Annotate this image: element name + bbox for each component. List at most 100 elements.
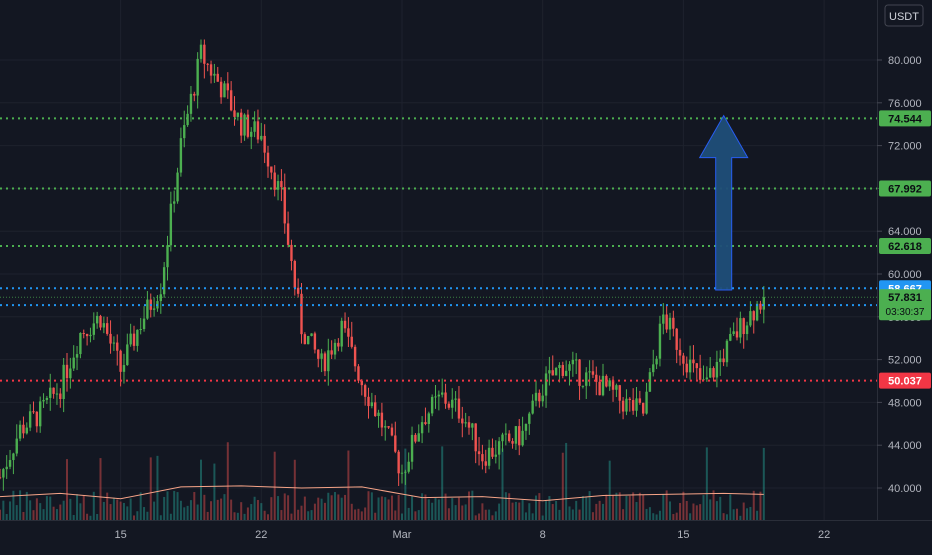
volume-bar (176, 492, 179, 520)
candle-body (82, 333, 85, 335)
candle-body (410, 434, 414, 462)
volume-bar (491, 515, 494, 520)
candle-body (307, 336, 310, 345)
candle-body (688, 359, 692, 373)
candle-body (162, 267, 166, 295)
volume-bar (230, 499, 233, 520)
candle-body (377, 412, 380, 417)
volume-bar (193, 492, 196, 520)
candle-body (665, 314, 668, 330)
volume-bar (45, 496, 48, 520)
candle-body (394, 435, 397, 452)
candle-body (591, 371, 595, 375)
volume-bar (253, 496, 256, 520)
candle-body (668, 317, 672, 330)
candle-body (139, 329, 142, 331)
volume-bar (427, 499, 430, 520)
volume-bar (122, 502, 125, 520)
volume-bar (431, 502, 434, 520)
candle-body (595, 374, 598, 382)
candle-body (481, 454, 484, 462)
candle-body (608, 380, 611, 387)
candle-body (189, 93, 193, 114)
volume-bar (628, 495, 631, 520)
candle-body (414, 434, 417, 442)
volume-bars (0, 442, 765, 520)
candle-body (745, 325, 749, 335)
volume-bar (437, 499, 440, 520)
candle-body (367, 396, 370, 407)
volume-bar (159, 515, 162, 520)
candle-body (568, 364, 571, 371)
candle-body (615, 385, 618, 390)
volume-bar (19, 490, 22, 520)
volume-bar (662, 494, 665, 520)
volume-bar (655, 514, 658, 520)
countdown-text: 03:30:37 (886, 307, 925, 318)
candle-body (497, 441, 501, 455)
volume-bar (682, 491, 685, 520)
candle-body (142, 318, 146, 330)
volume-bar (370, 492, 373, 520)
candle-body (571, 359, 575, 365)
volume-bar (484, 509, 487, 520)
volume-bar (220, 498, 223, 520)
volume-bar (367, 491, 370, 520)
volume-bar (672, 514, 675, 520)
volume-bar (397, 494, 400, 520)
volume-bar (240, 502, 243, 520)
volume-bar (759, 491, 762, 520)
volume-bar (746, 508, 749, 520)
y-tick-label: 76.000 (888, 98, 922, 110)
candle-body (179, 138, 183, 173)
candle-body (611, 380, 615, 390)
candle-body (732, 331, 735, 334)
volume-bar (287, 495, 290, 520)
volume-bar (535, 495, 537, 520)
volume-bar (675, 512, 678, 520)
candle-body (363, 385, 367, 397)
volume-bar (69, 498, 72, 520)
volume-bar (615, 492, 618, 520)
candle-body (28, 411, 32, 428)
candle-body (229, 90, 233, 111)
volume-bar (357, 508, 360, 520)
currency-badge[interactable]: USDT (884, 4, 924, 27)
volume-bar (213, 463, 216, 520)
volume-bar (461, 505, 464, 520)
volume-bar (658, 510, 661, 520)
volume-bar (618, 492, 621, 520)
volume-bar (447, 508, 450, 520)
volume-bar (695, 505, 698, 520)
volume-bar (454, 505, 457, 520)
volume-bar (354, 509, 357, 520)
candle-body (487, 447, 491, 466)
volume-bar (109, 504, 112, 520)
volume-bar (699, 504, 702, 520)
candle-body (0, 477, 2, 479)
candle-body (203, 44, 206, 64)
candle-body (8, 460, 12, 467)
volume-bar (183, 507, 186, 520)
volume-bar (742, 502, 745, 520)
candle-body (621, 400, 625, 412)
volume-bar (42, 509, 45, 520)
candle-body (22, 424, 25, 434)
level-label-box (879, 180, 931, 197)
candle-body (35, 411, 39, 427)
volume-bar (585, 496, 588, 520)
volume-bar (0, 509, 1, 520)
volume-bar (133, 515, 135, 520)
volume-bar (444, 493, 447, 520)
volume-bar (49, 496, 52, 520)
time-axis[interactable]: 15 22 Mar 8 15 22 (114, 529, 830, 541)
volume-bar (494, 511, 497, 520)
candle-body (404, 471, 407, 473)
volume-bar (508, 493, 511, 520)
volume-bar (92, 491, 95, 520)
volume-bar (149, 457, 152, 520)
candle-body (146, 299, 149, 319)
volume-bar (29, 500, 32, 520)
